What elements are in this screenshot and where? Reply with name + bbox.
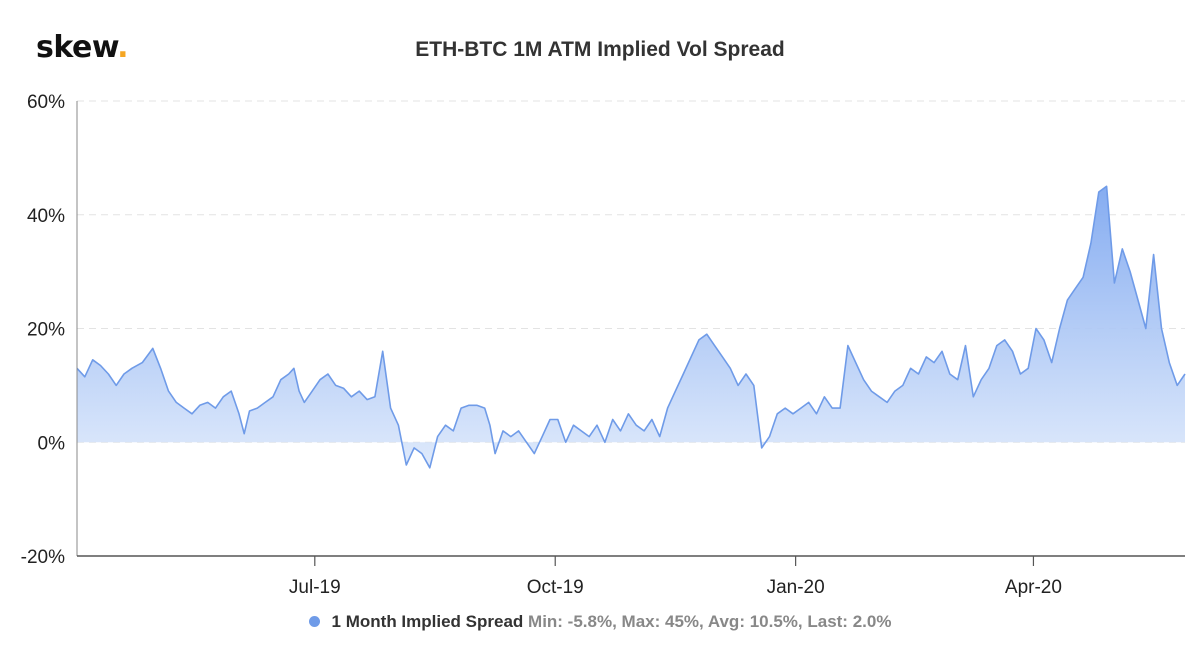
logo-text: skew [36, 30, 118, 65]
x-tick-label: Jul-19 [289, 577, 341, 598]
legend-series-label: 1 Month Implied Spread [331, 612, 524, 631]
tick-labels: -20% 0% 20% 40% 60% Jul-19 Oct-19 Jan-20 Apr-20 [21, 92, 1062, 598]
legend-marker-icon [308, 616, 320, 628]
x-tick-label: Jan-20 [767, 577, 825, 598]
series-line [76, 185, 1186, 469]
series-area [77, 186, 1185, 468]
y-tick-label: 40% [27, 206, 65, 227]
axes [76, 101, 1185, 566]
y-tick-label: 60% [27, 92, 65, 113]
area-layer [76, 185, 1186, 469]
legend-stats: Min: -5.8%, Max: 45%, Avg: 10.5%, Last: … [528, 612, 892, 631]
chart-title: ETH-BTC 1M ATM Implied Vol Spread [415, 38, 785, 61]
y-tick-label: -20% [21, 547, 65, 568]
skew-logo: skew. [36, 30, 129, 65]
legend[interactable]: 1 Month Implied Spread Min: -5.8%, Max: … [0, 612, 1200, 632]
x-tick-label: Apr-20 [1005, 577, 1062, 598]
x-tick-label: Oct-19 [527, 577, 584, 598]
logo-dot: . [117, 30, 129, 65]
y-tick-label: 20% [27, 320, 65, 341]
y-tick-label: 0% [38, 433, 66, 454]
